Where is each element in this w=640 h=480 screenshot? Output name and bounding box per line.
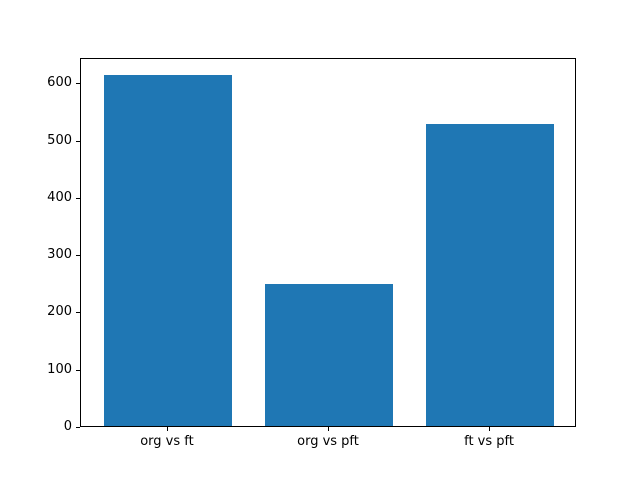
y-tick-mark [76, 369, 80, 371]
y-tick-label: 300 [47, 247, 72, 263]
x-tick-mark [328, 427, 329, 431]
bar-ft-vs-pft [425, 124, 555, 426]
y-tick-label: 200 [47, 304, 72, 320]
y-tick-label: 100 [47, 361, 72, 377]
y-tick-mark [76, 83, 80, 85]
y-tick-mark [76, 427, 80, 428]
bar-org-vs-pft [264, 284, 394, 426]
y-tick-mark [76, 140, 80, 142]
plot-area [80, 58, 576, 427]
y-tick-label: 600 [47, 75, 72, 91]
x-tick-mark [166, 427, 168, 431]
bar-org-vs-ft [103, 74, 233, 426]
y-tick-label: 0 [63, 419, 72, 434]
y-tick-label: 500 [47, 132, 72, 148]
y-tick-mark [76, 255, 80, 257]
x-tick-label: org vs ft [140, 434, 194, 449]
x-tick-mark [489, 427, 491, 431]
y-tick-mark [76, 312, 80, 314]
y-tick-label: 400 [47, 189, 72, 205]
y-tick-mark [76, 197, 80, 199]
x-tick-label: ft vs pft [464, 434, 514, 449]
x-tick-label: org vs pft [297, 434, 359, 449]
